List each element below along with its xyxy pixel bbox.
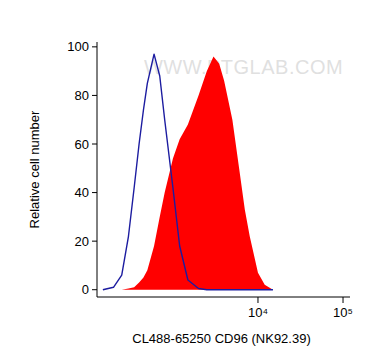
y-tick [92,46,97,47]
y-tick-label: 100 [67,39,89,54]
y-tick-label: 60 [75,137,89,152]
line [103,54,273,290]
y-tick [92,241,97,242]
x-tick-label: 10⁵ [333,305,353,320]
y-tick-label: 0 [82,282,89,297]
y-tick-label: 80 [75,88,89,103]
x-tick [257,297,258,303]
area [103,57,273,290]
y-tick [92,95,97,96]
y-tick [92,144,97,145]
y-tick [92,289,97,290]
y-tick-label: 20 [75,234,89,249]
y-axis-label: Relative cell number [27,110,42,228]
y-tick [92,192,97,193]
chart: WWW.PTGLAB.COM 0 20 40 60 80 100 10⁴ 10⁵ CL488-65… [0,0,372,364]
y-tick-label: 40 [75,185,89,200]
x-axis-label: CL488-65250 CD96 (NK92.39) [132,331,311,346]
x-tick [343,297,344,303]
y-axis [97,42,98,297]
x-tick-label: 10⁴ [248,305,268,320]
watermark: WWW.PTGLAB.COM [144,56,343,78]
x-axis [97,297,350,298]
plot-data [103,54,273,290]
